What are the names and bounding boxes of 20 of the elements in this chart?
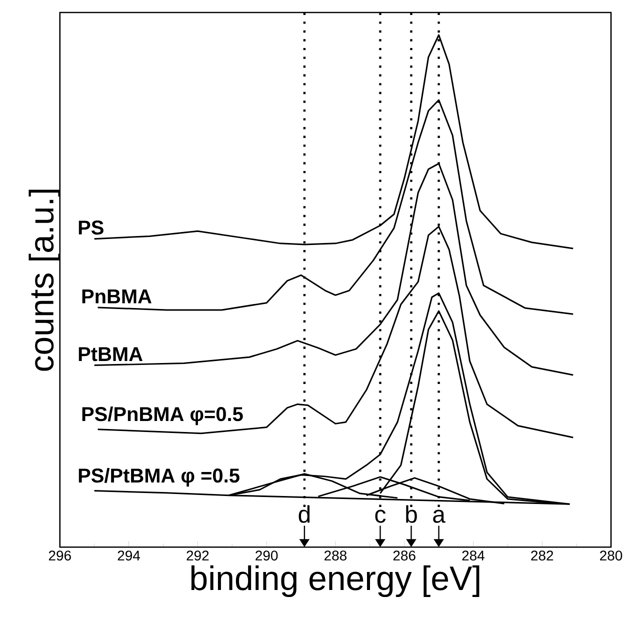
x-tick-label: 288: [324, 550, 347, 561]
series-label: PtBMA: [78, 347, 142, 362]
x-tick-label: 296: [48, 550, 71, 561]
series-label: PnBMA: [82, 290, 152, 304]
x-tick-label: 294: [118, 550, 140, 561]
x-axis-title: binding energy [eV]: [191, 565, 480, 598]
series-label: PS/PtBMA φ =0.5: [78, 468, 240, 487]
ref-line-label: b: [406, 505, 417, 523]
x-tick-label: 292: [186, 550, 209, 561]
x-tick-label: 284: [462, 550, 484, 561]
series-label: PS/PnBMA φ=0.5: [82, 406, 243, 426]
ref-line-label: c: [375, 510, 386, 523]
ref-line-label: a: [433, 510, 446, 523]
series-label: PS: [78, 220, 104, 235]
x-tick-label: 290: [256, 550, 278, 561]
ref-line-label: d: [298, 505, 310, 523]
x-tick-label: 280: [600, 550, 622, 561]
y-axis-title: counts [a.u.]: [28, 190, 60, 371]
x-tick-label: 282: [531, 550, 554, 561]
x-tick-label: 286: [393, 550, 416, 561]
